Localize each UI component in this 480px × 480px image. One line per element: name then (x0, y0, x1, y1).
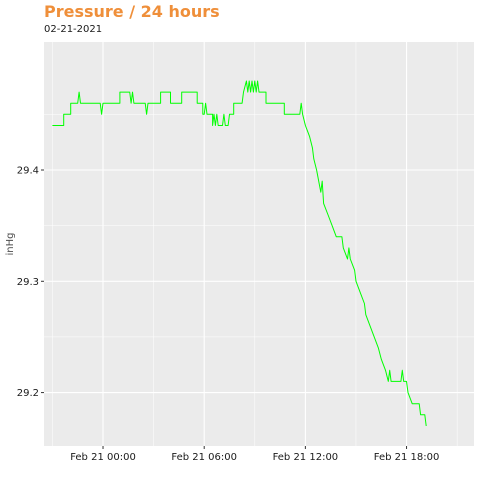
x-tick-label: Feb 21 12:00 (273, 452, 339, 463)
series-layer (52, 80, 427, 427)
chart-subtitle: 02-21-2021 (44, 24, 103, 35)
pressure-series-line (52, 80, 427, 427)
x-tick-label: Feb 21 00:00 (70, 452, 136, 463)
x-tick-label: Feb 21 06:00 (171, 452, 237, 463)
x-axis: Feb 21 00:00 Feb 21 06:00 Feb 21 12:00 Feb … (70, 446, 439, 463)
y-tick-label: 29.2 (17, 388, 39, 399)
y-tick-label: 29.3 (17, 277, 39, 288)
y-axis: 29.2 29.3 29.4 (17, 165, 44, 399)
x-tick-label: Feb 21 18:00 (374, 452, 440, 463)
major-gridlines (44, 42, 474, 446)
minor-gridlines (44, 42, 474, 446)
chart-title: Pressure / 24 hours (44, 2, 220, 21)
y-axis-title: inHg (5, 233, 16, 256)
y-tick-label: 29.4 (17, 165, 39, 176)
plot-panel (44, 42, 474, 446)
